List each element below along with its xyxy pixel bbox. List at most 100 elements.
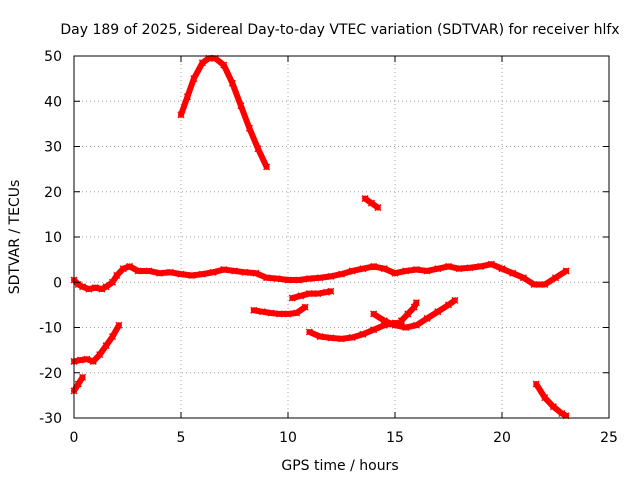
x-tick-label: 20 — [493, 430, 511, 446]
data-point — [96, 351, 104, 359]
data-point — [327, 334, 335, 342]
data-point — [397, 317, 405, 325]
data-point — [254, 145, 262, 153]
data-point — [267, 309, 275, 317]
data-point — [412, 299, 420, 307]
data-point — [337, 270, 346, 278]
data-point — [91, 284, 99, 292]
series-track-3 — [70, 373, 87, 395]
data-point — [177, 111, 185, 119]
data-point — [237, 102, 245, 110]
data-point — [305, 275, 313, 283]
data-point — [108, 333, 117, 341]
data-point — [85, 285, 93, 293]
data-point — [166, 268, 174, 276]
data-point — [102, 283, 110, 291]
data-point — [288, 294, 296, 302]
series-track-1 — [70, 260, 570, 293]
data-point — [402, 323, 410, 332]
series-line — [71, 261, 570, 293]
data-point — [198, 270, 206, 278]
data-point — [156, 269, 164, 277]
data-point — [434, 308, 442, 316]
data-point — [314, 290, 322, 298]
data-point — [177, 270, 185, 278]
data-point — [530, 280, 538, 289]
data-point — [209, 268, 217, 276]
data-point — [402, 267, 410, 275]
data-point — [305, 328, 313, 336]
data-point — [263, 163, 271, 171]
data-point — [348, 267, 356, 275]
data-point — [98, 285, 106, 293]
data-point — [477, 262, 485, 270]
data-marks — [70, 54, 570, 420]
data-point — [83, 355, 91, 363]
series-track-2 — [70, 321, 123, 365]
data-point — [359, 265, 367, 273]
data-point — [410, 303, 418, 311]
data-point — [391, 269, 399, 277]
data-point — [380, 265, 388, 273]
x-tick-label: 5 — [177, 430, 186, 446]
data-point — [220, 61, 228, 69]
data-point — [113, 271, 121, 279]
data-point — [370, 326, 378, 334]
data-point — [391, 321, 399, 329]
y-tick-label: -10 — [39, 321, 62, 337]
data-point — [145, 267, 153, 275]
data-point — [451, 296, 459, 304]
data-point — [519, 274, 527, 282]
axis-ticks: 0 5 10 15 20 25 -30 -20 -10 0 10 20 30 40 50 — [39, 49, 618, 446]
data-point — [541, 394, 549, 402]
y-tick-label: 10 — [44, 230, 62, 246]
data-point — [74, 380, 82, 388]
data-point — [551, 274, 560, 282]
x-tick-label: 10 — [279, 430, 297, 446]
data-point — [455, 265, 463, 273]
data-point — [509, 269, 517, 277]
data-point — [183, 93, 191, 101]
data-point — [250, 306, 258, 314]
data-point — [273, 275, 281, 283]
data-point — [228, 79, 236, 87]
data-point — [198, 59, 206, 67]
y-tick-label: 30 — [44, 140, 62, 156]
data-point — [316, 333, 324, 341]
data-point — [230, 267, 239, 275]
series-track-5 — [250, 303, 309, 318]
data-point — [327, 272, 335, 280]
data-point — [367, 199, 375, 207]
data-point — [134, 267, 142, 275]
data-point — [220, 266, 228, 274]
data-point — [327, 287, 335, 295]
data-point — [466, 264, 474, 272]
data-point — [487, 260, 495, 268]
data-point — [558, 409, 566, 418]
data-point — [284, 276, 292, 284]
data-point — [532, 380, 540, 388]
data-point — [79, 283, 87, 291]
data-point — [284, 310, 292, 318]
y-tick-label: 50 — [44, 49, 62, 65]
data-point — [245, 124, 254, 132]
series-track-8 — [370, 296, 459, 332]
series-track-6 — [288, 287, 335, 302]
series-line — [398, 299, 420, 324]
x-tick-label: 25 — [600, 430, 618, 446]
data-point — [361, 195, 369, 203]
data-point — [115, 321, 123, 329]
data-point — [258, 308, 266, 316]
data-point — [359, 330, 367, 338]
data-point — [423, 267, 431, 275]
data-point — [549, 403, 557, 411]
data-point — [89, 357, 97, 365]
data-point — [498, 265, 506, 273]
data-point — [295, 276, 303, 284]
data-point — [293, 309, 301, 317]
y-tick-label: -30 — [39, 411, 62, 427]
y-tick-label: 20 — [44, 185, 62, 201]
x-axis-label: GPS time / hours — [281, 458, 398, 474]
data-point — [263, 274, 271, 282]
data-point — [119, 265, 127, 273]
